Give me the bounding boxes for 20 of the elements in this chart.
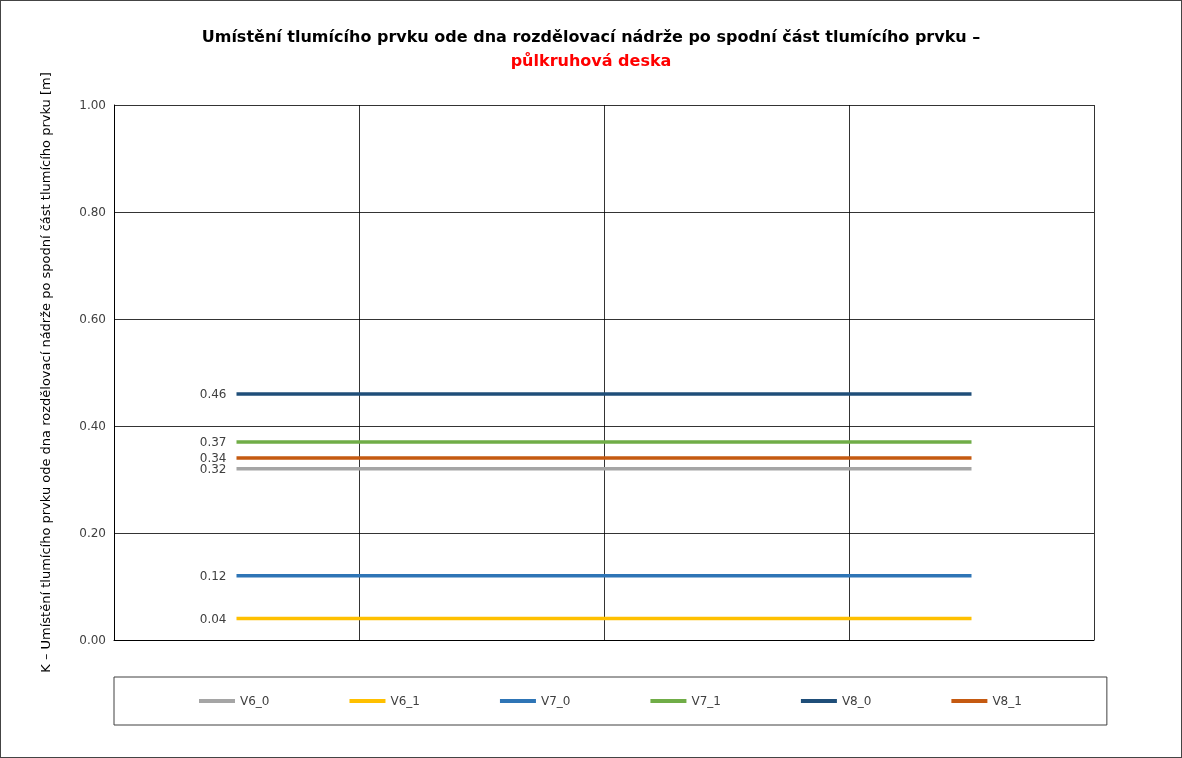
y-tick-label: 0.00 <box>79 633 106 647</box>
legend-label: V7_0 <box>540 694 571 708</box>
y-tick-label: 0.20 <box>79 526 106 540</box>
legend-label: V8_0 <box>841 694 872 708</box>
data-label: 0.32 <box>199 461 227 476</box>
legend-label: V7_1 <box>691 694 721 708</box>
y-tick-label: 0.40 <box>79 419 106 433</box>
y-tick-label: 0.80 <box>79 205 106 219</box>
y-tick-label: 1.00 <box>79 98 106 112</box>
chart-title: Umístění tlumícího prvku ode dna rozdělovací nádrže po spodní část tlumícího prvku – <box>201 26 981 46</box>
legend-label: V6_1 <box>390 694 420 708</box>
data-label: 0.12 <box>199 568 227 583</box>
data-label: 0.37 <box>199 435 227 450</box>
data-label: 0.46 <box>199 386 227 401</box>
y-tick-label: 0.60 <box>79 312 106 326</box>
y-axis-title: K – Umístění tlumícího prvku ode dna rozdělovací nádrže po spodní část tlumícího prvku [m] <box>38 72 53 673</box>
chart-subtitle: půlkruhová deska <box>510 50 672 70</box>
legend-label: V8_1 <box>992 694 1022 708</box>
legend-label: V6_0 <box>240 694 270 708</box>
data-label: 0.04 <box>199 611 227 626</box>
